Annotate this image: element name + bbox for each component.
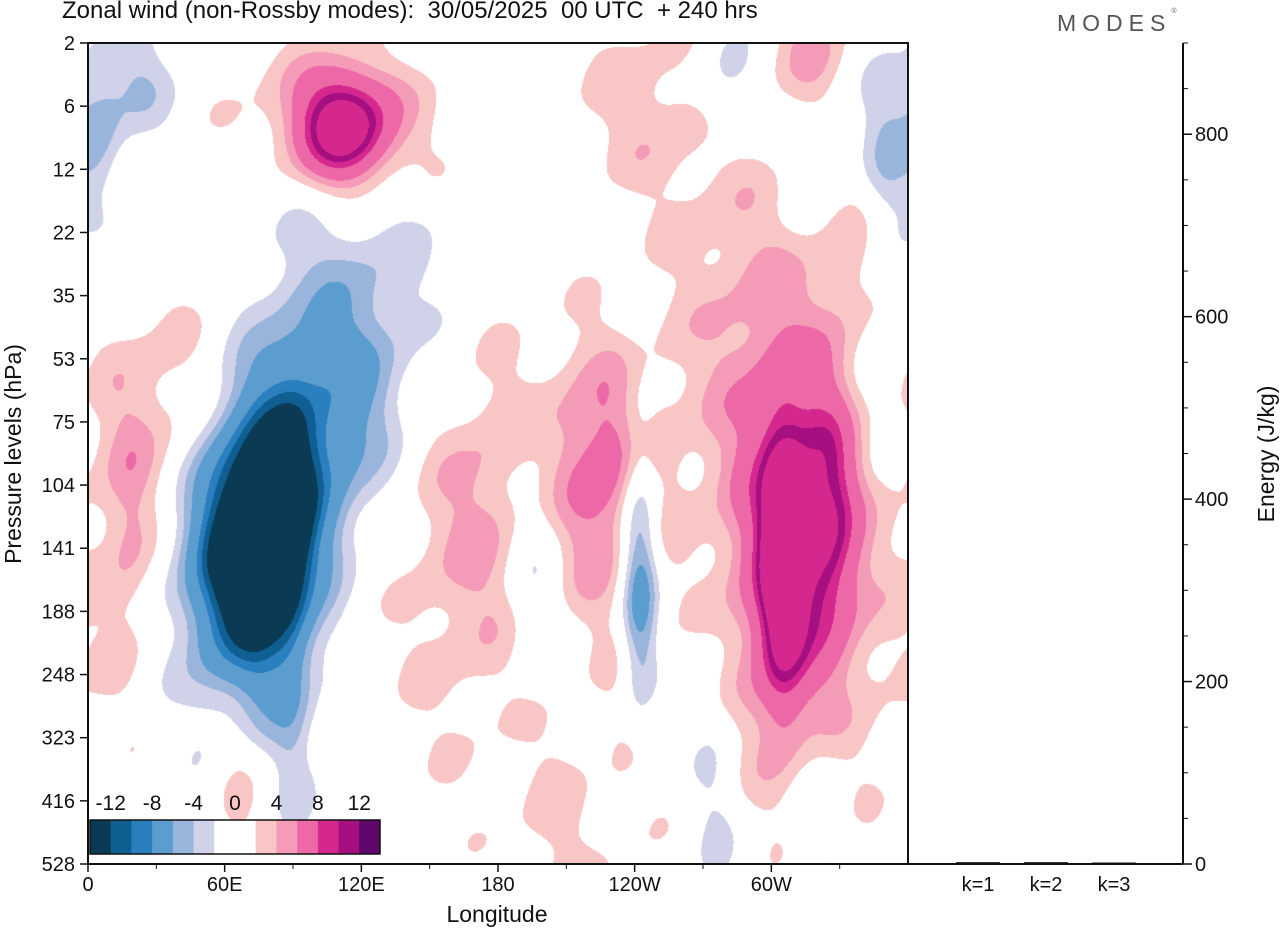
y-tick-label: 528	[42, 854, 75, 876]
energy-tick-label: 200	[1195, 672, 1228, 694]
energy-bar	[1092, 862, 1136, 864]
colorbar-swatch	[214, 820, 236, 854]
colorbar-label: -8	[143, 792, 162, 815]
y-tick-label: 188	[42, 601, 75, 623]
x-tick-label: 60W	[751, 874, 792, 896]
energy-tick-label: 400	[1195, 489, 1228, 511]
x-tick-label: 0	[82, 874, 93, 896]
colorbar-swatch	[338, 820, 360, 854]
y-axis-title: Pressure levels (hPa)	[0, 344, 26, 564]
energy-tick-label: 600	[1195, 307, 1228, 329]
energy-category-label: k=1	[962, 874, 995, 896]
x-tick-label: 60E	[207, 874, 243, 896]
modes-logo: MODES®	[1057, 8, 1177, 37]
energy-category-label: k=2	[1030, 874, 1063, 896]
energy-tick-label: 800	[1195, 124, 1228, 146]
x-axis-title: Longitude	[446, 901, 547, 927]
y-tick-label: 35	[53, 286, 75, 308]
y-tick-label: 141	[42, 538, 75, 560]
colorbar-label: 12	[348, 792, 371, 815]
colorbar-swatch	[297, 820, 319, 854]
colorbar-swatch	[193, 820, 215, 854]
colorbar-swatch	[235, 820, 257, 854]
colorbar-swatch	[276, 820, 298, 854]
y-tick-label: 53	[53, 349, 75, 371]
colorbar-swatch	[131, 820, 153, 854]
colorbar-swatch	[317, 820, 340, 854]
y-tick-label: 22	[53, 222, 75, 244]
y-tick-label: 323	[42, 728, 75, 750]
colorbar-swatch	[90, 820, 112, 854]
energy-bar	[956, 862, 1000, 864]
energy-axis-title: Energy (J/kg)	[1253, 386, 1279, 523]
x-tick-label: 180	[481, 874, 514, 896]
energy-category-label: k=3	[1098, 874, 1131, 896]
energy-bar	[1024, 862, 1068, 864]
colorbar-swatch	[172, 820, 195, 854]
colorbar-border	[89, 819, 381, 855]
colorbar-label: 8	[312, 792, 324, 815]
colorbar-label: 0	[229, 792, 241, 815]
y-tick-label: 2	[64, 33, 75, 55]
heatmap-layer	[88, 43, 908, 864]
colorbar: -12 -8 -4 0 4 8 12	[89, 792, 381, 855]
x-tick-label: 120E	[338, 874, 385, 896]
colorbar-label: 4	[271, 792, 283, 815]
brand-text: MODES	[1057, 10, 1172, 36]
heatmap-field	[88, 43, 908, 864]
colorbar-label: -4	[184, 792, 203, 815]
y-tick-label: 248	[42, 665, 75, 687]
x-tick-label: 120W	[609, 874, 661, 896]
y-axis: 2 6 12 22 35 53 75 104 141 188 248 323 416 528	[42, 33, 88, 876]
y-tick-label: 75	[53, 412, 75, 434]
x-axis: 0 60E 120E 180 120W 60W	[82, 864, 841, 896]
y-tick-label: 12	[53, 159, 75, 181]
energy-tick-label: 0	[1195, 854, 1206, 876]
brand-mark: ®	[1171, 8, 1177, 15]
energy-panel: 0 200 400 600 800 k=1 k=2 k=3	[908, 42, 1228, 896]
y-tick-label: 6	[64, 96, 75, 118]
colorbar-swatch	[152, 820, 174, 854]
chart-title: Zonal wind (non-Rossby modes): 30/05/202…	[62, 0, 758, 24]
colorbar-swatch	[255, 820, 277, 854]
colorbar-swatch	[359, 820, 381, 854]
colorbar-label: -12	[96, 792, 126, 815]
y-tick-label: 416	[42, 791, 75, 813]
y-tick-label: 104	[42, 475, 75, 497]
colorbar-swatch	[110, 820, 132, 854]
